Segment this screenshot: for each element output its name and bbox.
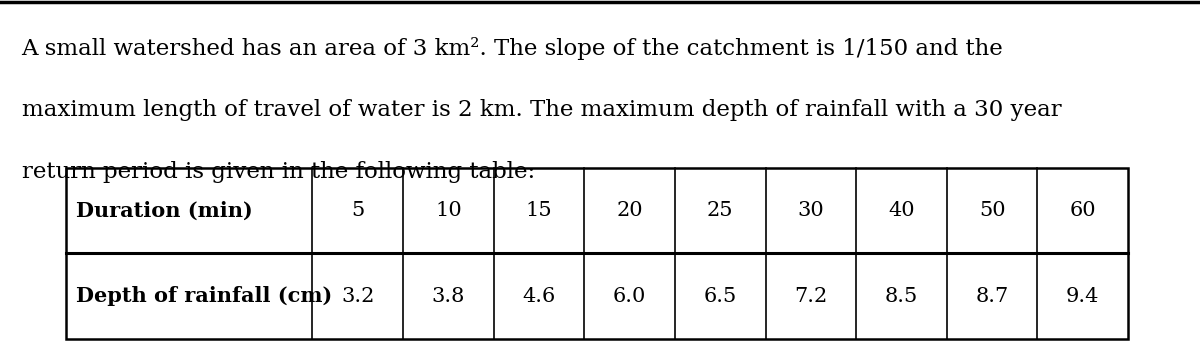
Text: 25: 25 — [707, 201, 733, 220]
Text: 6.5: 6.5 — [703, 287, 737, 306]
Text: 5: 5 — [352, 201, 365, 220]
Text: 40: 40 — [888, 201, 914, 220]
Text: 15: 15 — [526, 201, 552, 220]
Text: 8.5: 8.5 — [884, 287, 918, 306]
Text: 3.2: 3.2 — [341, 287, 374, 306]
Text: 50: 50 — [979, 201, 1006, 220]
Text: 7.2: 7.2 — [794, 287, 828, 306]
Text: A small watershed has an area of 3 km². The slope of the catchment is 1/150 and : A small watershed has an area of 3 km². … — [22, 37, 1003, 60]
Text: maximum length of travel of water is 2 km. The maximum depth of rainfall with a : maximum length of travel of water is 2 k… — [22, 99, 1061, 121]
Text: 30: 30 — [798, 201, 824, 220]
Text: 9.4: 9.4 — [1066, 287, 1099, 306]
Text: Duration (min): Duration (min) — [76, 201, 252, 221]
Text: 10: 10 — [434, 201, 462, 220]
Text: 3.8: 3.8 — [432, 287, 466, 306]
Bar — [66, 168, 1128, 339]
Text: Depth of rainfall (cm): Depth of rainfall (cm) — [76, 286, 332, 306]
Text: 4.6: 4.6 — [522, 287, 556, 306]
Text: 20: 20 — [617, 201, 643, 220]
Text: 60: 60 — [1069, 201, 1096, 220]
Text: return period is given in the following table:: return period is given in the following … — [22, 161, 535, 183]
Text: 6.0: 6.0 — [613, 287, 647, 306]
Text: 8.7: 8.7 — [976, 287, 1009, 306]
